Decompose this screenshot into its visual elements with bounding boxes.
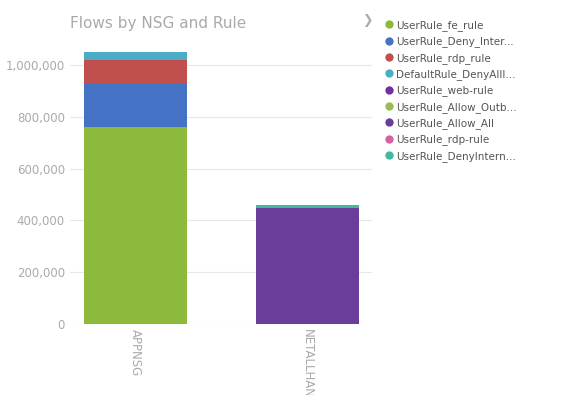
Bar	[255, 207, 359, 324]
Bar	[84, 60, 187, 84]
Text: Flows by NSG and Rule: Flows by NSG and Rule	[70, 16, 246, 31]
Text: ❯: ❯	[363, 14, 373, 27]
Bar	[84, 128, 187, 324]
Bar	[255, 205, 359, 207]
Bar	[84, 84, 187, 128]
Bar	[84, 53, 187, 60]
Legend: UserRule_fe_rule, UserRule_Deny_Inter..., UserRule_rdp_rule, DefaultRule_DenyAll: UserRule_fe_rule, UserRule_Deny_Inter...…	[384, 17, 520, 165]
